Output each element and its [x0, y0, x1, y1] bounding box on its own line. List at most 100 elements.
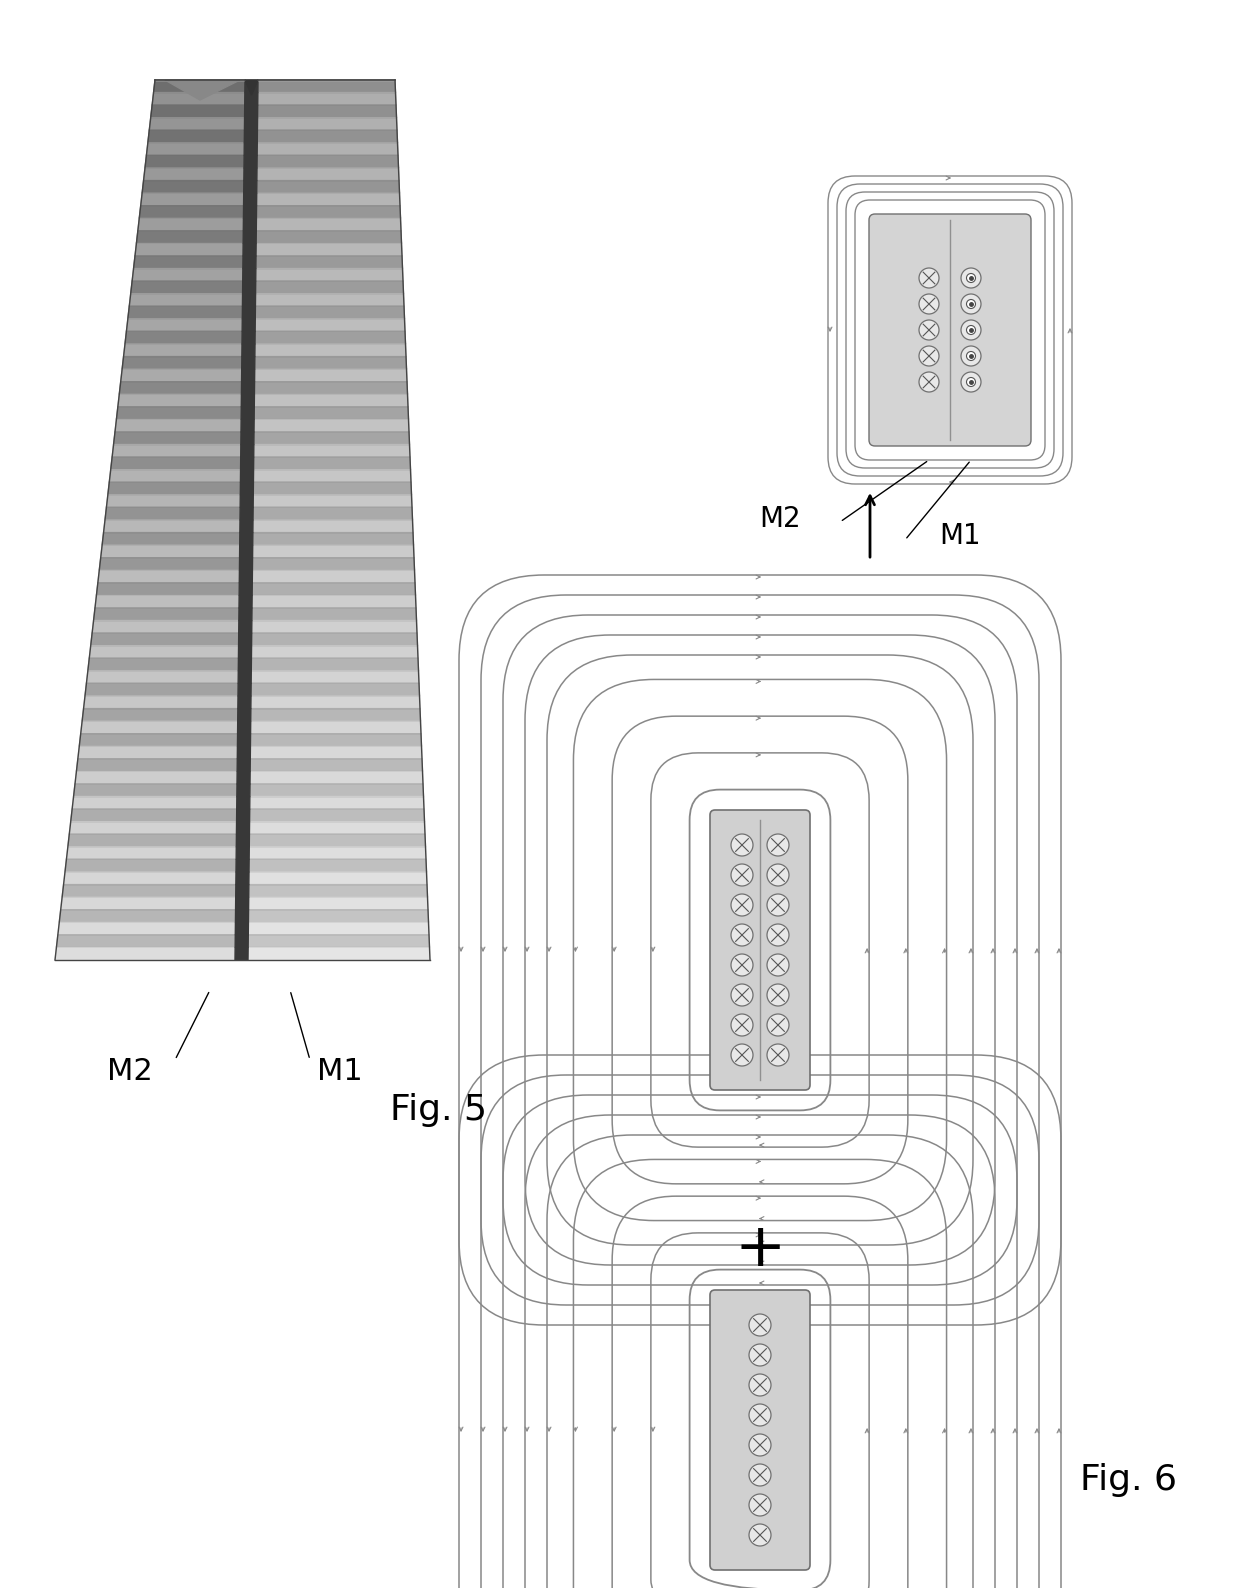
Polygon shape	[98, 570, 239, 583]
Polygon shape	[258, 79, 396, 92]
Polygon shape	[244, 156, 257, 168]
Polygon shape	[104, 519, 241, 532]
Polygon shape	[64, 859, 236, 872]
Circle shape	[732, 985, 753, 1007]
Polygon shape	[243, 281, 255, 294]
Polygon shape	[255, 332, 405, 345]
Polygon shape	[126, 319, 242, 332]
Polygon shape	[254, 368, 407, 381]
Polygon shape	[62, 885, 236, 897]
Polygon shape	[114, 432, 241, 445]
Polygon shape	[86, 683, 238, 696]
Polygon shape	[250, 696, 420, 708]
Polygon shape	[254, 381, 408, 394]
Polygon shape	[253, 483, 412, 495]
Polygon shape	[237, 772, 250, 784]
Polygon shape	[125, 332, 242, 345]
Polygon shape	[241, 470, 253, 483]
Polygon shape	[242, 394, 254, 407]
Polygon shape	[243, 243, 257, 256]
Polygon shape	[102, 532, 239, 545]
Polygon shape	[249, 797, 424, 810]
Polygon shape	[248, 910, 429, 923]
FancyBboxPatch shape	[711, 1289, 810, 1571]
Polygon shape	[250, 734, 422, 746]
Polygon shape	[133, 268, 243, 281]
FancyBboxPatch shape	[711, 810, 810, 1089]
Polygon shape	[239, 532, 253, 545]
Polygon shape	[239, 557, 253, 570]
Polygon shape	[252, 570, 415, 583]
Polygon shape	[78, 746, 237, 759]
Polygon shape	[92, 621, 239, 634]
Polygon shape	[243, 256, 255, 268]
Polygon shape	[236, 935, 248, 948]
Circle shape	[768, 1015, 789, 1035]
Circle shape	[919, 294, 939, 314]
Polygon shape	[123, 357, 242, 368]
Polygon shape	[253, 519, 413, 532]
Circle shape	[732, 1015, 753, 1035]
Polygon shape	[241, 432, 254, 445]
Polygon shape	[110, 457, 241, 470]
Polygon shape	[88, 659, 238, 670]
Text: M2: M2	[759, 505, 801, 534]
Polygon shape	[237, 834, 249, 846]
Polygon shape	[249, 885, 428, 897]
Polygon shape	[238, 646, 252, 659]
Polygon shape	[252, 583, 415, 596]
Circle shape	[768, 834, 789, 856]
Polygon shape	[73, 784, 237, 797]
Polygon shape	[143, 181, 244, 194]
Polygon shape	[254, 407, 408, 419]
Circle shape	[749, 1524, 771, 1547]
Polygon shape	[115, 419, 241, 432]
Polygon shape	[255, 243, 402, 256]
Polygon shape	[242, 345, 255, 357]
Polygon shape	[244, 130, 258, 143]
Polygon shape	[243, 194, 257, 206]
Polygon shape	[140, 194, 244, 206]
Polygon shape	[253, 545, 414, 557]
Polygon shape	[258, 92, 396, 105]
Polygon shape	[154, 79, 246, 92]
Circle shape	[966, 378, 976, 386]
Polygon shape	[120, 368, 242, 381]
Polygon shape	[237, 746, 250, 759]
Polygon shape	[71, 810, 237, 821]
Polygon shape	[254, 419, 409, 432]
Circle shape	[749, 1464, 771, 1486]
Polygon shape	[82, 708, 238, 721]
Polygon shape	[255, 294, 404, 306]
Polygon shape	[145, 156, 244, 168]
Polygon shape	[257, 230, 402, 243]
Polygon shape	[255, 256, 403, 268]
Polygon shape	[237, 810, 249, 821]
Polygon shape	[83, 696, 238, 708]
Polygon shape	[139, 206, 243, 218]
Polygon shape	[57, 935, 236, 948]
Polygon shape	[238, 721, 250, 734]
Polygon shape	[63, 872, 236, 885]
Polygon shape	[255, 281, 403, 294]
Circle shape	[919, 321, 939, 340]
Polygon shape	[238, 708, 250, 721]
Polygon shape	[244, 168, 257, 181]
Polygon shape	[253, 457, 410, 470]
Polygon shape	[238, 659, 252, 670]
Polygon shape	[244, 105, 258, 118]
Polygon shape	[244, 79, 258, 92]
Polygon shape	[239, 621, 252, 634]
Polygon shape	[236, 910, 248, 923]
Polygon shape	[138, 218, 243, 230]
Polygon shape	[79, 734, 238, 746]
Polygon shape	[238, 696, 250, 708]
Polygon shape	[258, 105, 397, 118]
Polygon shape	[241, 495, 253, 508]
Polygon shape	[236, 948, 248, 961]
Polygon shape	[241, 483, 253, 495]
Polygon shape	[249, 784, 424, 797]
Polygon shape	[250, 683, 419, 696]
Polygon shape	[237, 734, 250, 746]
Polygon shape	[87, 670, 238, 683]
